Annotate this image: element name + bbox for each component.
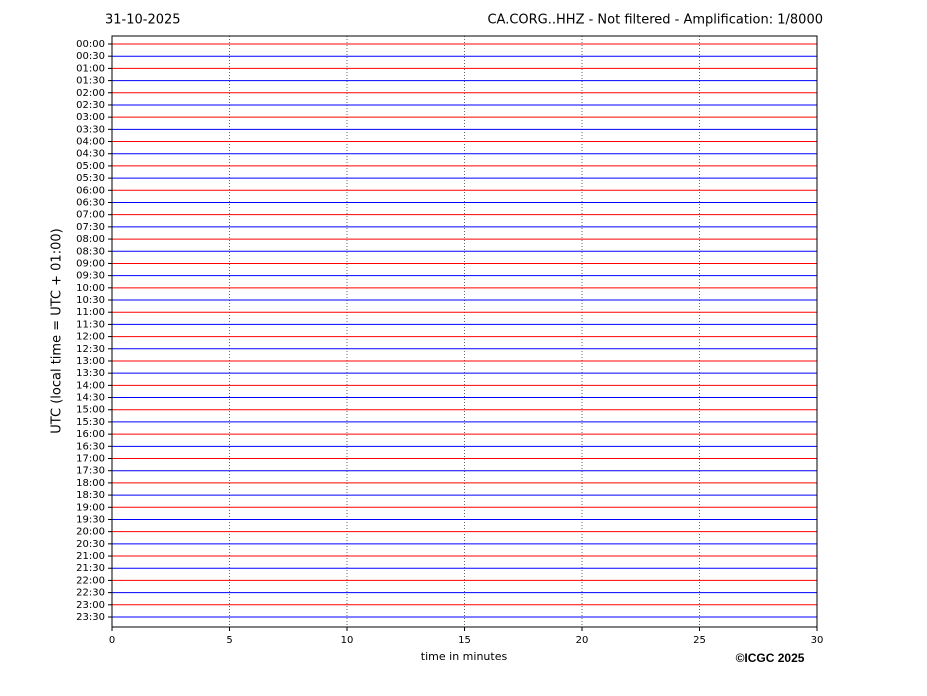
y-tick-label: 17:00 <box>76 454 105 465</box>
x-tick-label: 30 <box>811 635 824 646</box>
x-tick-label: 0 <box>109 635 115 646</box>
date: 31-10-2025 <box>105 13 181 28</box>
y-tick-label: 00:30 <box>76 51 105 62</box>
y-tick-label: 10:30 <box>76 295 105 306</box>
y-tick-label: 13:00 <box>76 356 105 367</box>
x-tick-label: 20 <box>576 635 589 646</box>
y-tick-label: 16:30 <box>76 441 105 452</box>
y-tick-label: 09:00 <box>76 258 105 269</box>
chart-title: CA.CORG..HHZ - Not filtered - Amplificat… <box>487 13 823 28</box>
y-tick-label: 17:30 <box>76 466 105 477</box>
x-tick-label: 25 <box>693 635 706 646</box>
x-tick-label: 15 <box>458 635 471 646</box>
y-tick-label: 03:00 <box>76 112 105 123</box>
y-tick-label: 01:30 <box>76 76 105 87</box>
y-tick-label: 08:30 <box>76 246 105 257</box>
y-tick-label: 02:30 <box>76 100 105 111</box>
y-axis-label: UTC (local time = UTC + 01:00) <box>50 228 65 433</box>
copyright: ©ICGC 2025 <box>736 651 805 665</box>
y-tick-label: 10:00 <box>76 283 105 294</box>
y-tick-label: 23:30 <box>76 612 105 623</box>
y-tick-label: 18:30 <box>76 490 105 501</box>
y-tick-label: 21:00 <box>76 551 105 562</box>
y-tick-label: 07:30 <box>76 222 105 233</box>
y-tick-label: 19:30 <box>76 514 105 525</box>
y-tick-label: 08:00 <box>76 234 105 245</box>
y-tick-label: 22:00 <box>76 575 105 586</box>
y-tick-label: 11:00 <box>76 307 105 318</box>
y-tick-label: 05:00 <box>76 161 105 172</box>
x-axis-label: time in minutes <box>421 650 508 663</box>
y-tick-label: 04:30 <box>76 149 105 160</box>
y-tick-label: 03:30 <box>76 124 105 135</box>
y-tick-label: 06:00 <box>76 185 105 196</box>
y-tick-label: 07:00 <box>76 210 105 221</box>
x-tick-label: 5 <box>226 635 232 646</box>
y-tick-label: 14:00 <box>76 380 105 391</box>
y-tick-label: 19:00 <box>76 502 105 513</box>
y-tick-label: 13:30 <box>76 368 105 379</box>
y-tick-label: 14:30 <box>76 393 105 404</box>
y-tick-label: 15:00 <box>76 405 105 416</box>
y-tick-label: 12:30 <box>76 344 105 355</box>
plot-frame <box>111 35 818 628</box>
y-tick-label: 05:30 <box>76 173 105 184</box>
y-tick-label: 15:30 <box>76 417 105 428</box>
y-tick-label: 16:00 <box>76 429 105 440</box>
y-tick-label: 00:00 <box>76 39 105 50</box>
y-tick-label: 21:30 <box>76 563 105 574</box>
y-tick-label: 22:30 <box>76 588 105 599</box>
y-tick-label: 12:00 <box>76 332 105 343</box>
y-tick-label: 06:30 <box>76 197 105 208</box>
y-tick-label: 01:00 <box>76 63 105 74</box>
y-tick-label: 02:00 <box>76 88 105 99</box>
y-tick-label: 20:30 <box>76 539 105 550</box>
y-tick-label: 04:00 <box>76 137 105 148</box>
y-tick-label: 20:00 <box>76 527 105 538</box>
y-tick-label: 18:00 <box>76 478 105 489</box>
y-tick-label: 09:30 <box>76 271 105 282</box>
y-tick-label: 11:30 <box>76 319 105 330</box>
x-tick-label: 10 <box>341 635 354 646</box>
y-tick-label: 23:00 <box>76 600 105 611</box>
